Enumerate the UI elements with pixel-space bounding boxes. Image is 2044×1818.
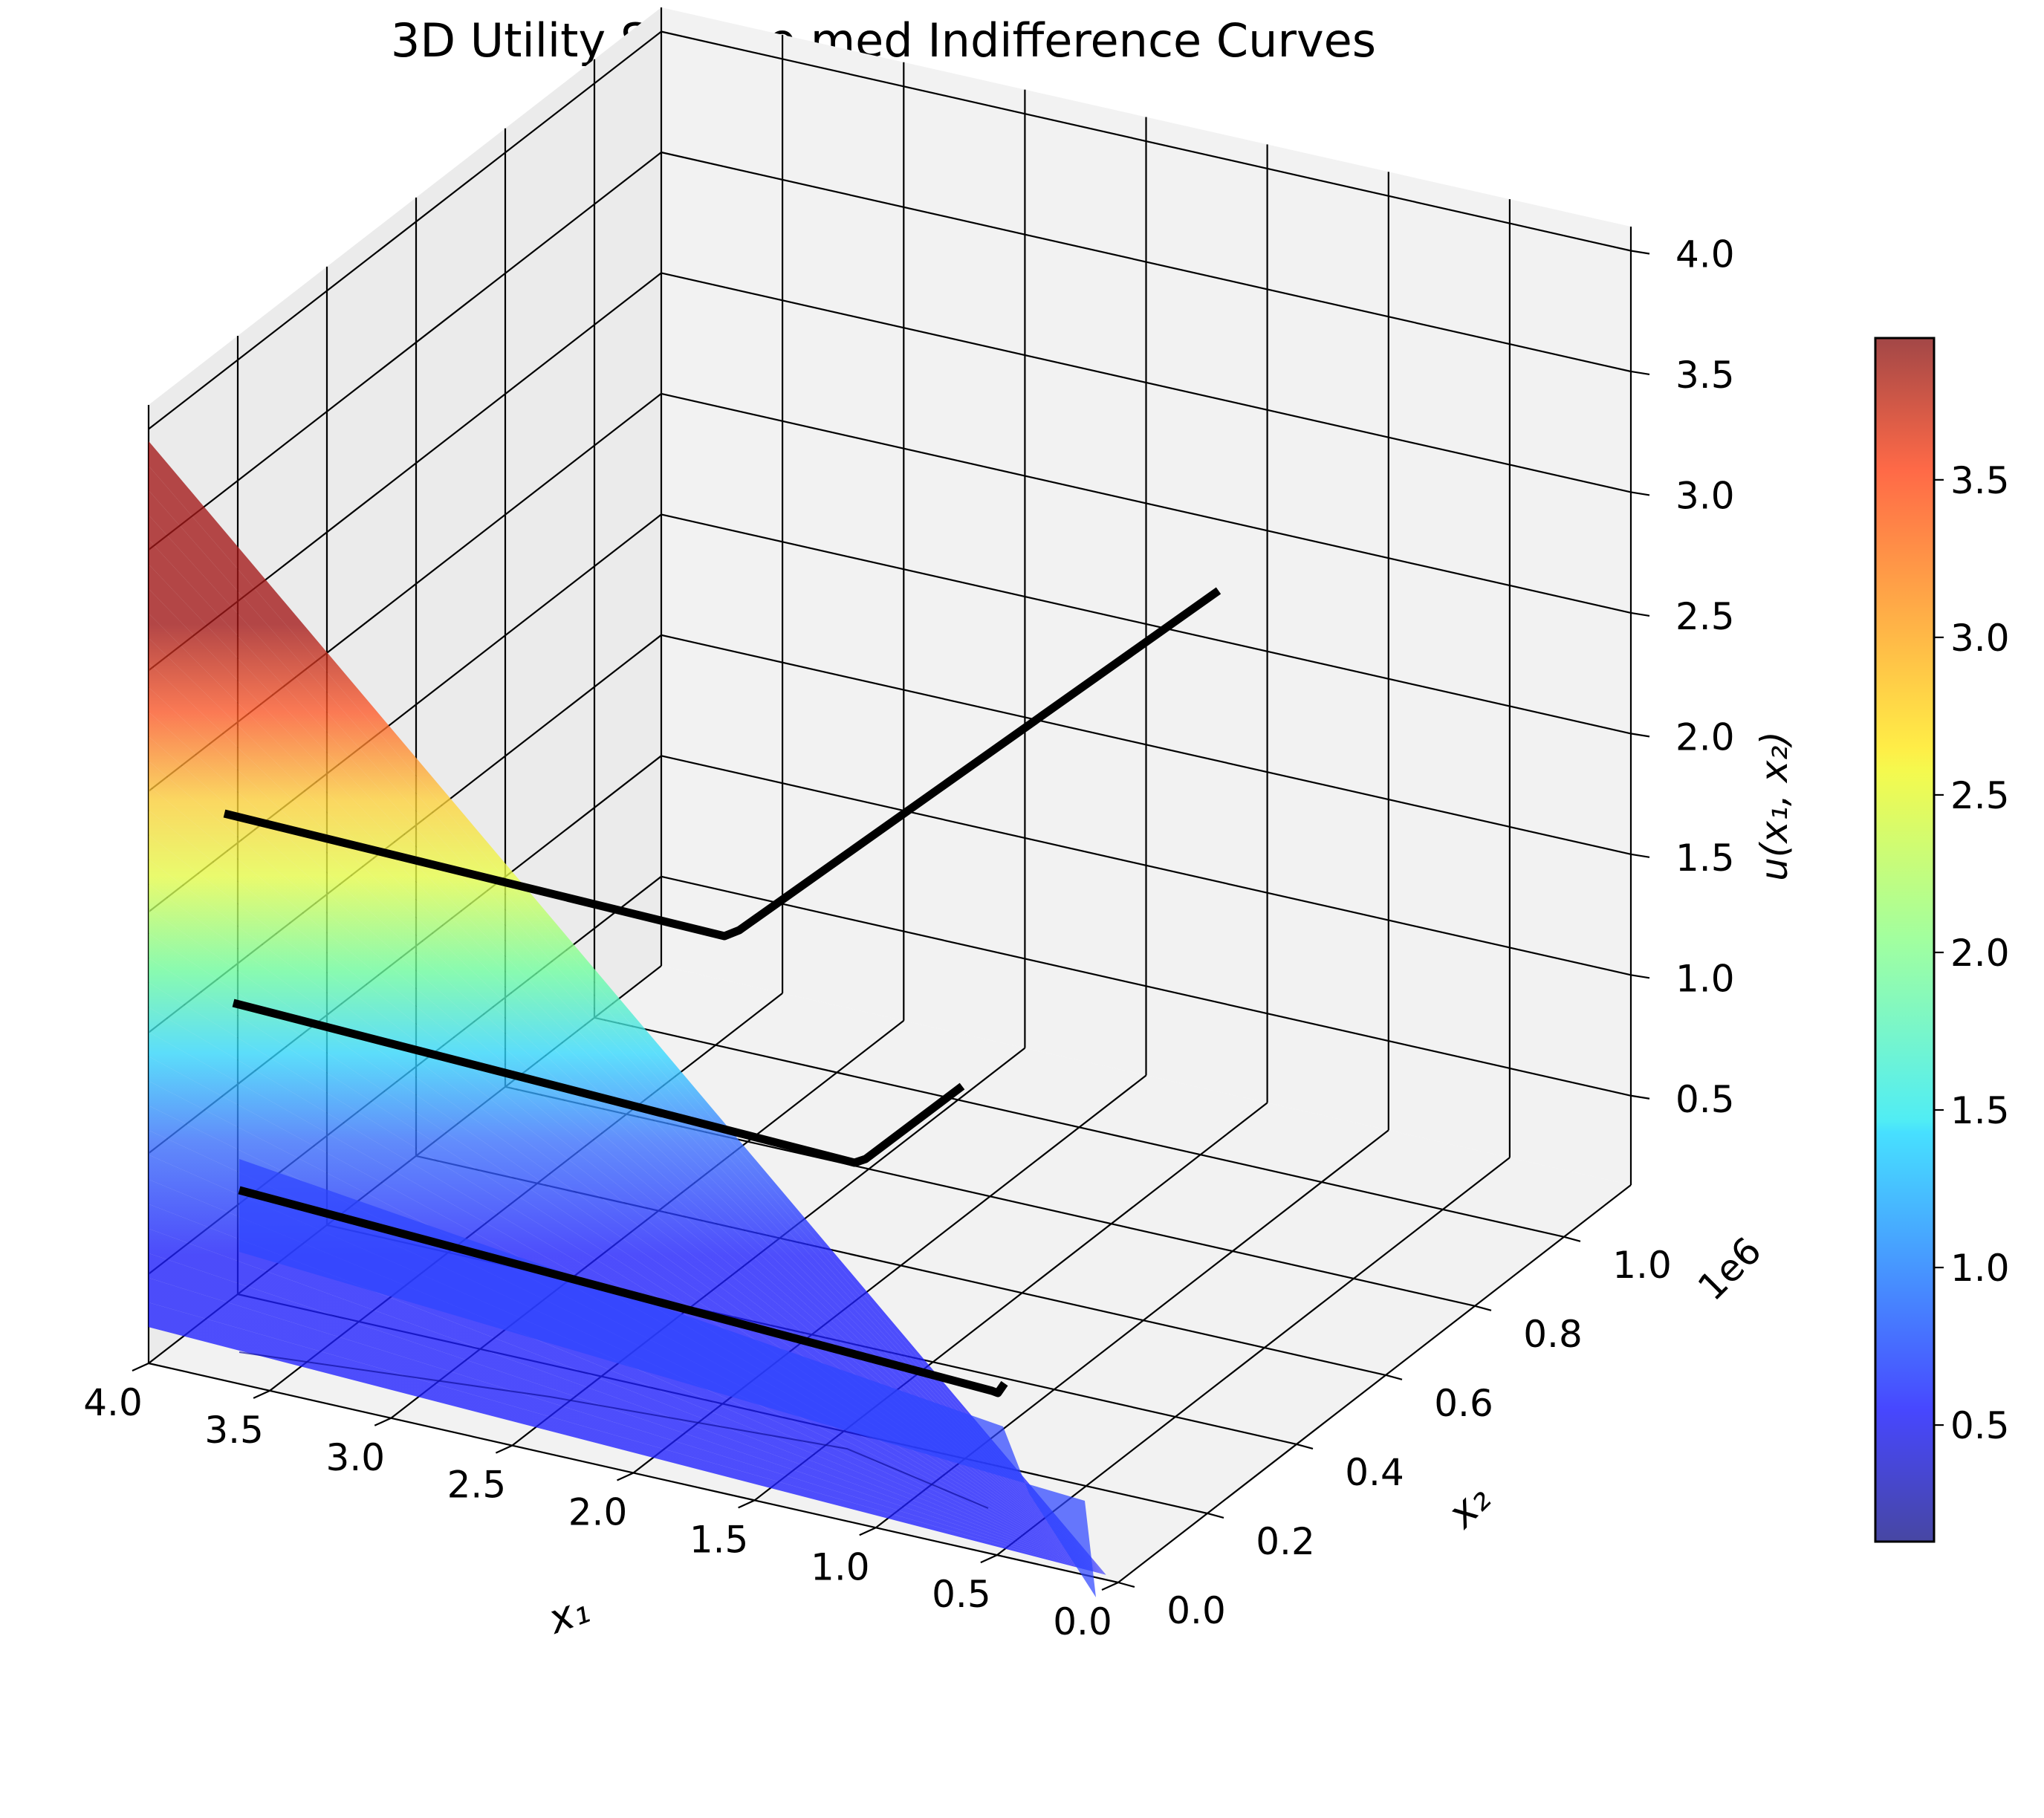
colorbar-tick-label: 3.5	[1950, 459, 2010, 502]
utility-surface	[149, 441, 1106, 1597]
grid-line-z-back	[661, 272, 1632, 493]
z-tick-label: 2.0	[1675, 715, 1735, 759]
z-tick-mark	[1630, 733, 1650, 738]
x-tick-label: 1.5	[690, 1518, 749, 1561]
z-tick-mark	[1630, 974, 1650, 979]
y-tick-mark	[1207, 1512, 1224, 1519]
z-tick-label: 1.0	[1675, 957, 1735, 1000]
x-tick-mark	[374, 1417, 392, 1426]
colorbar-tick-label: 2.0	[1950, 932, 2010, 975]
grid-line-z-back	[661, 875, 1632, 1097]
indifference-curve-2	[232, 999, 965, 1167]
z-tick-mark	[1630, 250, 1650, 255]
grid-line-z-back	[661, 513, 1632, 735]
z-tick-label: 1.5	[1675, 837, 1735, 880]
surface-band	[149, 441, 1106, 1575]
colorbar-tick-label: 1.5	[1950, 1089, 2010, 1132]
colorbar-ticks: 0.5 1.0 1.5 2.0 2.5 3.0 3.5	[1934, 459, 2010, 1447]
y-tick-label: 0.0	[1167, 1589, 1226, 1632]
grid-line-z-side	[148, 30, 662, 430]
grid-line-z-back	[661, 392, 1632, 614]
surface-band	[149, 465, 1106, 1575]
colorbar-gradient	[1874, 337, 1936, 1543]
x-tick-label: 1.0	[811, 1545, 870, 1588]
x-tick-mark	[253, 1389, 270, 1399]
y-axis-label: x₂	[1437, 1475, 1499, 1538]
colorbar-tick-label: 1.0	[1950, 1247, 2010, 1290]
x-tick-mark	[738, 1499, 756, 1509]
x-tick-label: 2.0	[568, 1491, 628, 1534]
colorbar-tick-label: 3.0	[1950, 617, 2010, 660]
grid-line-z-side	[148, 152, 662, 551]
y-tick-label: 0.8	[1523, 1313, 1583, 1356]
y-tick-mark	[1385, 1374, 1403, 1380]
x-tick-mark	[132, 1362, 149, 1372]
y-tick-mark	[1296, 1443, 1314, 1449]
indifference-curve-1	[238, 1186, 1008, 1397]
x-axis-label: x₁	[541, 1585, 596, 1643]
x-tick-label: 3.0	[326, 1436, 386, 1479]
surface-base	[239, 1159, 1096, 1597]
y-tick-label: 0.2	[1256, 1520, 1315, 1563]
x-tick-mark	[617, 1472, 634, 1481]
z-tick-label: 3.5	[1675, 354, 1735, 397]
y-tick-mark	[1117, 1581, 1135, 1588]
x-tick-label: 4.0	[83, 1381, 143, 1424]
colorbar-tick-label: 0.5	[1950, 1404, 2010, 1447]
x-tick-mark	[980, 1554, 998, 1564]
z-tick-mark	[1630, 1094, 1650, 1100]
x-axis-ticks: 0.0 0.5 1.0 1.5 2.0 2.5 3.0 3.5 4.0	[83, 1362, 1119, 1643]
surface-band	[149, 539, 1106, 1575]
z-tick-mark	[1630, 853, 1650, 858]
surface-band	[149, 662, 1106, 1575]
grid-line-z-back	[661, 634, 1632, 855]
grid-line-z-back	[661, 30, 1632, 252]
surface-band	[149, 637, 1106, 1575]
grid-line-y-floor	[594, 1016, 1565, 1238]
grid-line-x-floor	[1117, 1184, 1632, 1583]
x-tick-label: 0.0	[1053, 1600, 1112, 1643]
indifference-curve-3	[223, 587, 1221, 941]
surface-band	[149, 736, 1106, 1575]
x-tick-mark	[859, 1527, 877, 1536]
surface-band	[149, 1253, 1106, 1575]
x-tick-label: 3.5	[204, 1409, 264, 1452]
surface-band	[149, 1204, 1106, 1575]
x-tick-mark	[1101, 1581, 1119, 1591]
surface-band	[149, 564, 1106, 1575]
grid-line-z-back	[661, 151, 1632, 373]
z-tick-mark	[1630, 370, 1650, 376]
grid-line-x-floor	[996, 1157, 1511, 1556]
y-axis-offset-label: 1e6	[1690, 1229, 1770, 1309]
indifference-curves	[223, 587, 1221, 1397]
z-tick-label: 0.5	[1675, 1078, 1735, 1121]
colorbar: 0.5 1.0 1.5 2.0 2.5 3.0 3.5	[1874, 337, 2010, 1543]
grid-line-z-back	[661, 755, 1632, 976]
x-tick-label: 2.5	[447, 1464, 507, 1507]
z-tick-label: 4.0	[1675, 233, 1735, 276]
y-tick-label: 0.4	[1345, 1451, 1404, 1494]
x-tick-mark	[495, 1444, 513, 1454]
y-axis-ticks: 0.0 0.2 0.4 0.6 0.8 1.0	[1117, 1236, 1672, 1632]
surface-band	[149, 761, 1106, 1575]
z-tick-label: 3.0	[1675, 474, 1735, 517]
y-tick-mark	[1474, 1305, 1492, 1311]
z-tick-mark	[1630, 611, 1650, 617]
surface-edge	[239, 1351, 989, 1509]
y-tick-mark	[1563, 1236, 1581, 1242]
y-tick-label: 1.0	[1612, 1244, 1672, 1287]
z-axis-label: u(x₁, x₂)	[1753, 731, 1796, 881]
z-tick-mark	[1630, 491, 1650, 496]
z-axis-ticks: 0.5 1.0 1.5 2.0 2.5 3.0 3.5 4.0	[1630, 233, 1735, 1121]
colorbar-tick-label: 2.5	[1950, 774, 2010, 817]
x-tick-label: 0.5	[932, 1573, 991, 1616]
z-tick-label: 2.5	[1675, 595, 1735, 638]
y-tick-label: 0.6	[1434, 1382, 1493, 1425]
